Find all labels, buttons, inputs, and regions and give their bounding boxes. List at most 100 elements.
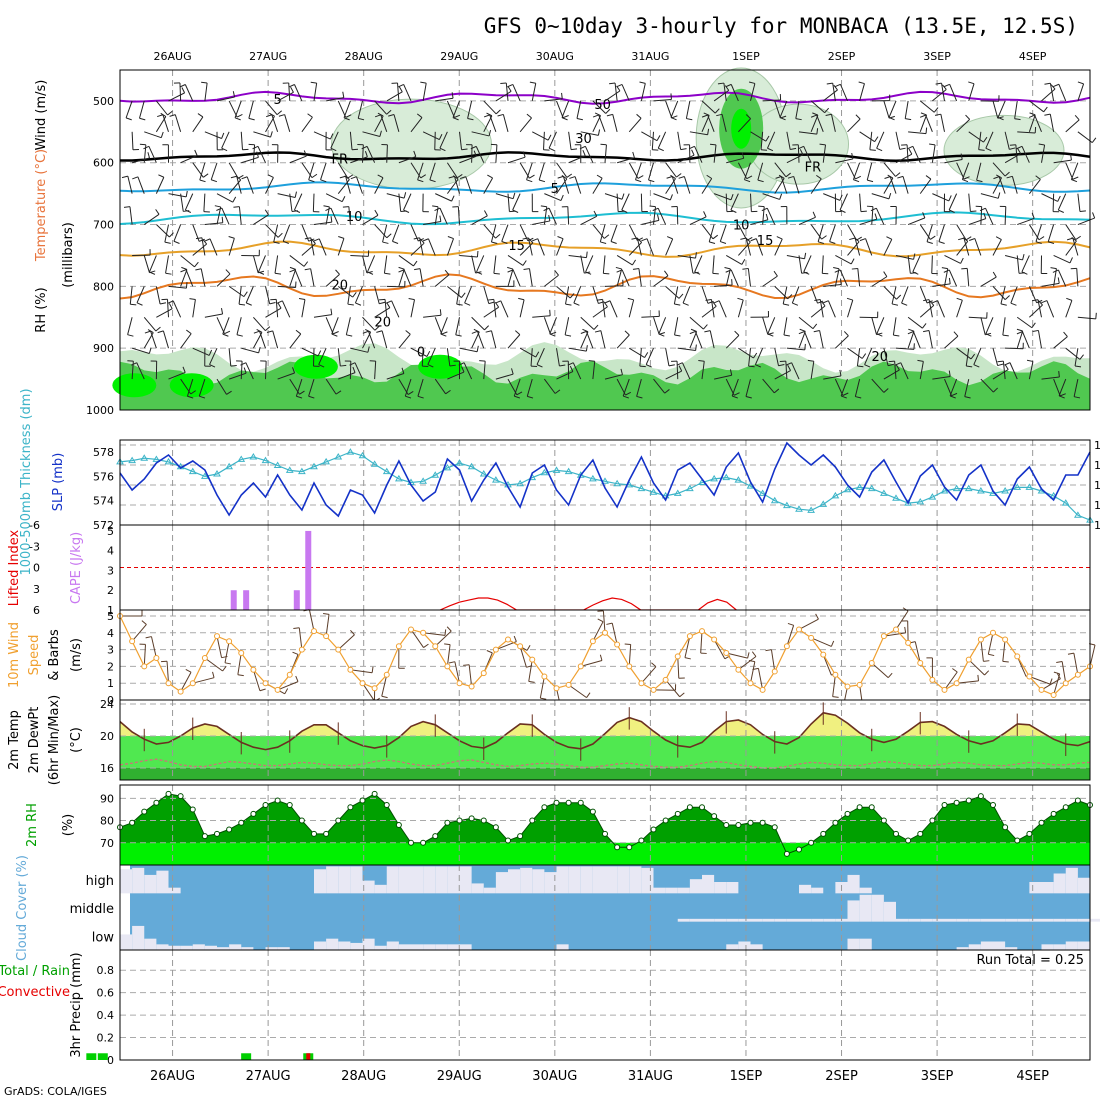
wind10m-barb-flag	[1067, 652, 1074, 655]
wind-barb-flag	[374, 209, 379, 216]
cloud-high-bar	[386, 866, 399, 894]
wind-barb-flag	[983, 136, 988, 143]
wind-barb	[840, 378, 848, 397]
wind-barb	[835, 255, 852, 265]
wind-barb-flag	[518, 297, 525, 301]
wind10m-barb	[204, 657, 223, 672]
wind-barb	[1041, 144, 1046, 163]
wind-barb	[245, 362, 254, 380]
wind-barb-flag	[458, 362, 465, 366]
wind-barb	[393, 114, 400, 132]
wind-barb	[526, 378, 533, 397]
wind-barb	[148, 255, 157, 273]
wind-barb	[852, 162, 861, 180]
thickness-tick: 576	[93, 470, 114, 483]
top-date-label: 30AUG	[536, 50, 574, 63]
wind-barb	[404, 378, 412, 397]
wind-barb-flag	[413, 260, 418, 267]
wind-barb	[823, 193, 841, 201]
wind-barb-flag	[691, 149, 695, 156]
wind-barb-flag	[382, 241, 389, 244]
wind-barb	[259, 331, 266, 349]
wind-barb-flag	[594, 330, 601, 333]
wind-barb-flag	[671, 115, 678, 119]
wind-barb	[313, 221, 332, 226]
wind-barb-flag	[695, 344, 697, 351]
wind-barb-flag	[561, 92, 563, 99]
wind-barb	[265, 224, 279, 238]
wind-barb-flag	[997, 360, 1004, 363]
wind-barb	[832, 83, 836, 101]
wind-barb-flag	[605, 108, 611, 114]
wind-barb-flag	[968, 81, 975, 85]
rh-marker	[686, 804, 693, 811]
upper-air-panel: 50060070080090010005FR5101520200101520FR…	[86, 67, 1097, 417]
chart-title: GFS 0~10day 3-hourly for MONBACA (13.5E,…	[484, 14, 1078, 38]
wind10m-barb	[883, 632, 906, 637]
wind-barb-flag	[167, 110, 173, 116]
wind-barb-flag	[948, 195, 952, 202]
wind10m-barb-flag	[381, 695, 388, 699]
wind10m-barb	[1053, 673, 1061, 696]
slp-line	[119, 441, 1091, 518]
wind-barb-flag	[951, 392, 958, 397]
wind10m-barb-flag	[463, 664, 470, 666]
cloud-middle-bar	[1041, 918, 1054, 922]
wind-barb-flag	[839, 369, 842, 376]
wind-barb-flag	[1029, 112, 1036, 116]
thickness-marker	[892, 494, 900, 501]
wind-barb-flag	[925, 175, 932, 180]
cloud-middle-bar	[799, 918, 812, 922]
wind10m-marker	[965, 656, 972, 663]
wind10m-barb-flag	[350, 629, 355, 636]
temp-contour-10	[119, 211, 1091, 226]
bottom-date-label: 4SEP	[1016, 1069, 1049, 1084]
pressure-tick: 700	[93, 219, 114, 232]
wind-barb-flag	[960, 153, 963, 160]
wind-barb	[580, 215, 597, 225]
wind-barb-flag	[422, 238, 429, 242]
wind-barb	[883, 369, 900, 380]
wind10m-marker	[699, 628, 705, 635]
wind10m-barb-flag	[259, 688, 266, 692]
wind-barb-flag	[917, 359, 924, 362]
wind10m-barb-flag	[141, 620, 147, 625]
wind-barb	[273, 224, 279, 243]
wind-barb-flag	[405, 330, 411, 335]
wind-barb	[127, 317, 133, 335]
wind-barb-flag	[958, 237, 965, 241]
wind-barb	[500, 300, 509, 318]
wind-barb	[367, 255, 376, 273]
rh-marker	[214, 830, 220, 837]
wind-barb-flag	[290, 86, 294, 93]
thickness-marker	[976, 487, 985, 494]
wind-barb	[248, 100, 254, 119]
wind-barb	[1011, 176, 1018, 194]
wind-barb-flag	[755, 364, 762, 368]
thickness-marker	[855, 483, 864, 490]
wind-barb	[1074, 348, 1079, 367]
wind-barb	[847, 241, 860, 256]
wind-barb	[992, 369, 1009, 380]
wind-barb	[439, 131, 448, 149]
wind-barb-flag	[925, 127, 928, 134]
wind10m-barb	[224, 641, 230, 663]
wind10m-barb	[216, 636, 223, 658]
wind-barb	[257, 255, 266, 273]
wind-barb-flag	[416, 113, 423, 118]
wind-barb-flag	[434, 207, 441, 212]
wind-barb-flag	[548, 147, 555, 152]
wind-barb	[767, 317, 776, 335]
wind10m-barb	[750, 661, 756, 684]
rh-marker	[432, 833, 439, 840]
wind-barb-flag	[623, 395, 630, 399]
temp-frame	[119, 699, 1091, 781]
wind-barb-flag	[851, 152, 854, 160]
wind-barb	[374, 224, 388, 239]
wind-barb-flag	[666, 175, 673, 179]
wind-barb	[337, 162, 349, 179]
wind-barb	[738, 241, 751, 256]
wind-barb-flag	[799, 149, 804, 155]
wind-barb	[476, 255, 485, 273]
wind10m-barb	[131, 624, 147, 642]
